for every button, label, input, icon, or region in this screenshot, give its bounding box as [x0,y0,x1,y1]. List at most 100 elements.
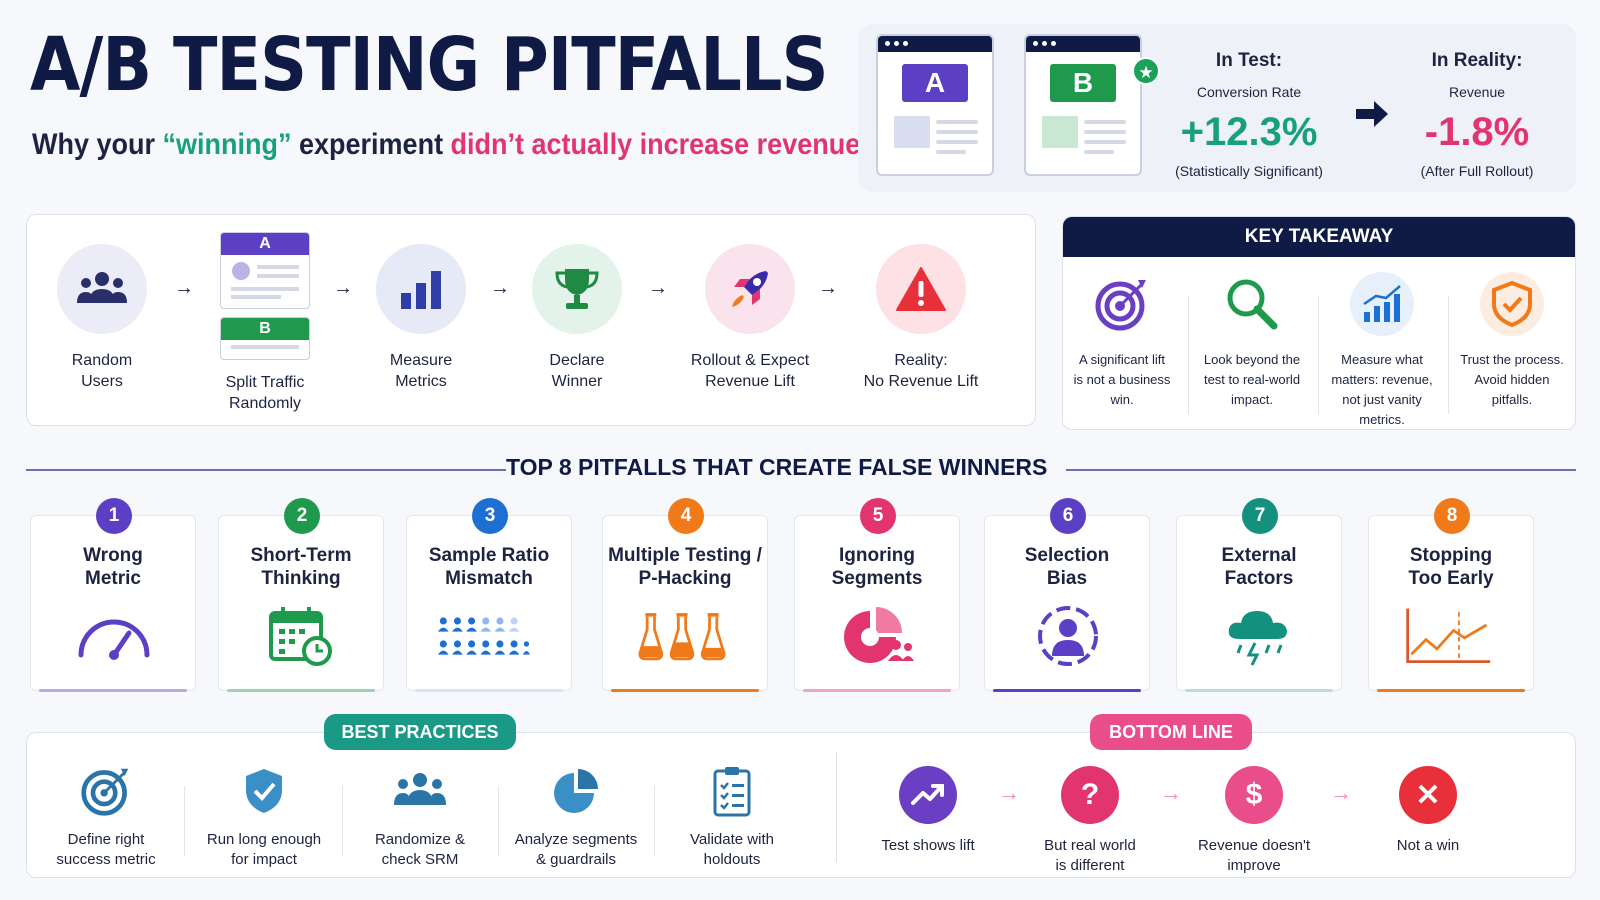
takeaway-text: Trust the process. Avoid hidden pitfalls… [1460,352,1564,407]
arrow-right-icon [1356,101,1388,127]
dollar-icon: $ [1225,766,1283,824]
bottom-line-text: Revenue doesn't improve [1197,837,1311,874]
in-reality-heading: In Reality: [1431,50,1523,71]
in-test-heading: In Test: [1215,50,1283,71]
bottom-line-item: Test shows lift [858,766,998,856]
pie-segment-icon [844,607,914,663]
divider-right [1066,469,1576,471]
bottom-line-item: $ Revenue doesn't improve [1184,766,1324,876]
process-step-reality: Reality: No Revenue Lift [846,244,996,392]
page-mockup-icon [231,262,299,299]
best-practice-text: Analyze segments & guardrails [514,831,638,868]
pitfall-card: 1 Wrong Metric [30,498,196,692]
calendar-clock-icon [269,607,332,666]
pitfall-card: 3 Sample Ratio Mismatch [406,498,572,692]
process-step-rollout: Rollout & Expect Revenue Lift [675,244,825,392]
pitfall-label: Selection Bias [1024,545,1110,589]
split-a-label: A [221,233,309,255]
best-practices-heading: BEST PRACTICES [324,714,516,750]
process-step-label: Measure Metrics [389,352,453,390]
pitfall-card: 4 Multiple Testing / P-Hacking [602,498,768,692]
best-practice-item: Analyze segments & guardrails [498,764,654,870]
pitfall-number: 1 [96,498,132,534]
takeaway-item: A significant lift is not a business win… [1060,272,1184,410]
pitfall-label: Sample Ratio Mismatch [428,545,550,589]
process-step-declare-winner: Declare Winner [502,244,652,392]
process-step-measure-metrics: Measure Metrics [346,244,496,392]
pitfall-label: External Factors [1221,545,1297,589]
process-step-label: Declare Winner [549,352,605,390]
question-icon: ? [1061,766,1119,824]
pitfall-label: Stopping Too Early [1408,545,1494,589]
best-practice-item: Define right success metric [28,764,184,870]
best-practices-bottom-line-card [26,732,1576,878]
bottom-line-text: Test shows lift [881,837,975,854]
in-reality-note: (After Full Rollout) [1420,163,1534,179]
pitfall-label: Wrong Metric [83,545,143,589]
group-icon [394,773,446,805]
bar-chart-icon [401,271,441,309]
pitfall-label: Multiple Testing / P-Hacking [608,545,762,589]
flow-arrow-icon: → [333,277,353,299]
variant-b-mockup: B [1024,34,1142,176]
pitfall-number: 8 [1434,498,1470,534]
variant-b-label: B [1050,64,1116,102]
best-practice-text: Randomize & check SRM [374,831,466,868]
takeaway-text: Look beyond the test to real-world impac… [1203,352,1301,407]
page-mockup-lines-icon [231,345,299,349]
target-icon [1095,280,1146,331]
bottom-line-item: ✕ Not a win [1358,766,1498,856]
rocket-icon [732,271,768,307]
flow-arrow-icon: → [174,277,194,299]
trend-up-icon [911,784,944,805]
subtitle-part2: experiment [291,128,451,161]
pitfall-number: 6 [1050,498,1086,534]
in-test-note: (Statistically Significant) [1175,163,1323,179]
user-target-icon [1038,606,1098,666]
gauge-icon [78,619,150,660]
variant-a-mockup: A [876,34,994,176]
target-icon [81,768,129,816]
best-practice-item: Validate with holdouts [654,764,810,870]
takeaway-item: Trust the process. Avoid hidden pitfalls… [1450,272,1574,410]
pitfall-card: 5 Ignoring Segments [794,498,960,692]
in-reality-value: -1.8% [1424,110,1530,154]
subtitle-highlight: didn’t actually increase revenue. [450,128,868,161]
split-b-label: B [221,318,309,340]
pitfall-number: 4 [668,498,704,534]
divider-left [26,469,506,471]
pitfall-number: 2 [284,498,320,534]
flow-arrow-icon: → [490,277,510,299]
users-icon [77,272,127,303]
flow-arrow-icon: → [1160,780,1182,805]
pitfall-card: 6 Selection Bias [984,498,1150,692]
x-icon: ✕ [1399,766,1457,824]
process-step-random-users: Random Users [27,244,177,392]
variant-a-label: A [902,64,968,102]
people-grid-icon [438,617,530,655]
process-flow-card [26,214,1036,426]
pitfall-number: 5 [860,498,896,534]
pitfalls-heading: TOP 8 PITFALLS THAT CREATE FALSE WINNERS [506,454,1048,480]
warning-icon [896,267,946,311]
in-reality-metric: Revenue [1448,84,1506,100]
shield-check-icon [1492,280,1532,328]
bottom-line-heading: BOTTOM LINE [1090,714,1252,750]
in-test-block: In Test: Conversion Rate +12.3% (Statist… [1168,50,1330,179]
pitfall-label: Ignoring Segments [831,545,923,589]
takeaway-item: Look beyond the test to real-world impac… [1190,272,1314,410]
magnifier-icon [1227,279,1278,330]
growth-chart-icon [1363,285,1401,322]
line-chart-icon [1406,608,1491,664]
pitfall-number: 3 [472,498,508,534]
process-step-label: Split Traffic Randomly [225,374,305,412]
flow-arrow-icon: → [648,277,668,299]
subtitle-part1: Why your [32,128,163,161]
process-step-label: Random Users [71,352,133,390]
shield-check-icon [246,769,282,813]
takeaway-text: Measure what matters: revenue, not just … [1331,352,1433,427]
takeaway-item: Measure what matters: revenue, not just … [1320,272,1444,430]
best-practice-text: Define right success metric [56,831,156,868]
best-practice-text: Run long enough for impact [206,831,322,868]
bottom-line-text: But real world is different [1044,837,1136,874]
